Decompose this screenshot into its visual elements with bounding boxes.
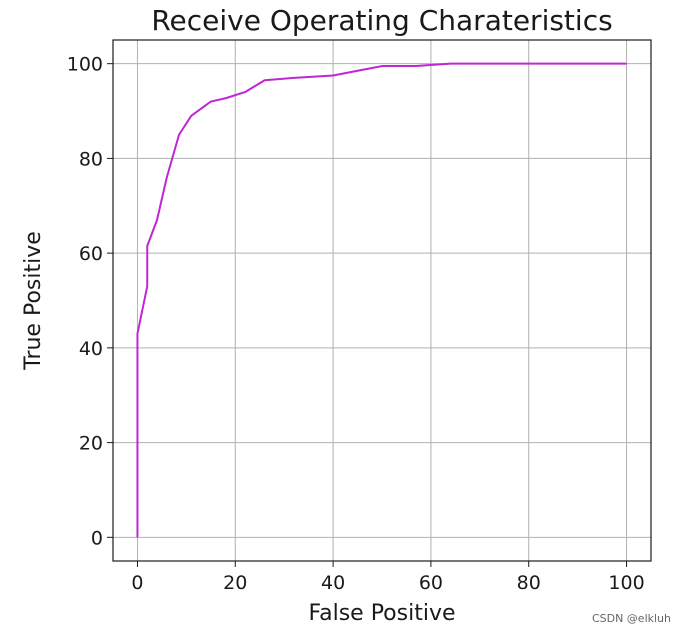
tick-layer: 0 20 40 60 80 100 0 20 40 60 80 100 bbox=[67, 54, 645, 594]
x-axis-label: False Positive bbox=[308, 601, 455, 626]
y-axis-label: True Positive bbox=[21, 231, 46, 371]
x-tick-label: 0 bbox=[131, 572, 143, 594]
y-tick-label: 60 bbox=[79, 243, 103, 265]
y-tick-label: 40 bbox=[79, 338, 103, 360]
plot-frame bbox=[112, 39, 652, 562]
y-tick-label: 0 bbox=[91, 527, 103, 549]
y-tick-label: 20 bbox=[79, 433, 103, 455]
series-layer bbox=[136, 62, 627, 538]
watermark: CSDN @elkluh bbox=[591, 612, 671, 625]
x-tick-label: 100 bbox=[608, 572, 644, 594]
y-tick-label: 100 bbox=[67, 54, 103, 76]
grid-layer bbox=[113, 40, 651, 561]
x-tick-label: 40 bbox=[321, 572, 345, 594]
y-tick-label: 80 bbox=[79, 148, 103, 170]
x-tick-label: 60 bbox=[419, 572, 443, 594]
x-tick-label: 80 bbox=[517, 572, 541, 594]
roc-curve-line bbox=[136, 62, 627, 538]
x-tick-label: 20 bbox=[223, 572, 247, 594]
chart-title: Receive Operating Charateristics bbox=[151, 4, 612, 37]
